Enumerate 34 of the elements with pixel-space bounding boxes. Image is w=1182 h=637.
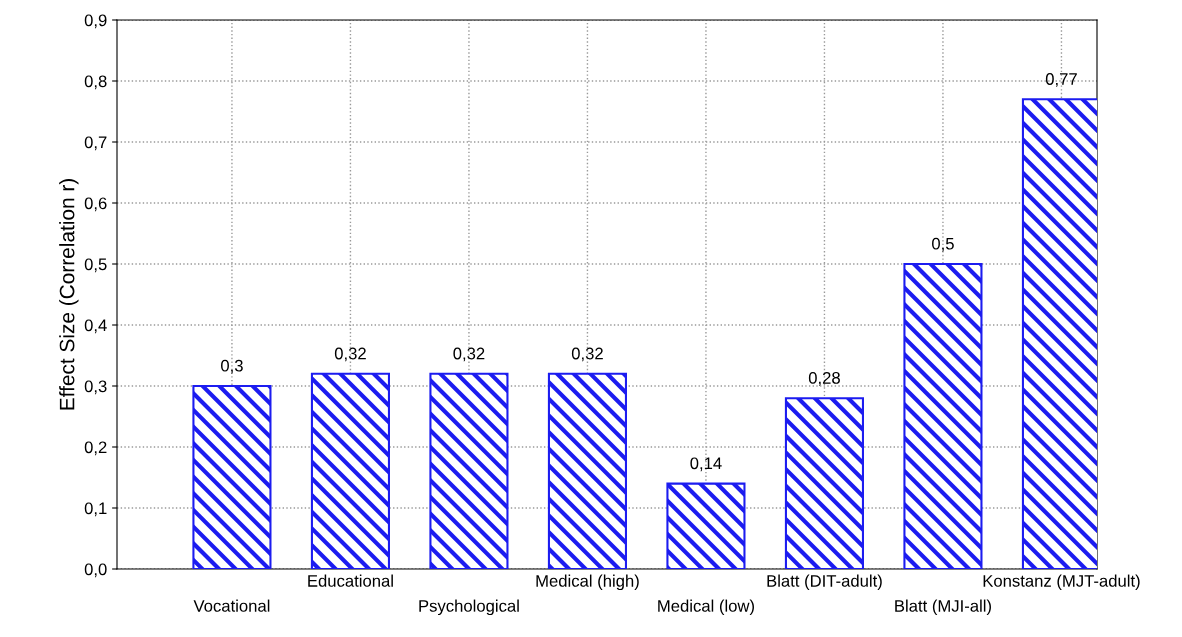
y-tick-label: 0,5: [84, 258, 107, 273]
data-label: 0,77: [1045, 73, 1077, 87]
bar: [666, 482, 746, 569]
data-label: 0,14: [690, 457, 722, 472]
bar: [903, 262, 983, 569]
y-tick-label: 0,6: [84, 197, 107, 212]
y-tick-label: 0,7: [84, 136, 107, 151]
y-tick-label: 0,2: [84, 441, 107, 456]
x-tick-label: Vocational: [193, 599, 270, 612]
y-tick-label: 0,9: [84, 14, 107, 29]
data-label: 0,32: [453, 347, 485, 362]
y-tick-label: 0,0: [84, 563, 107, 578]
y-tick-label: 0,4: [84, 319, 107, 334]
bar: [784, 397, 864, 569]
x-tick-label: Psychological: [419, 599, 519, 616]
bar: [192, 384, 272, 569]
data-label: 0,32: [571, 347, 603, 362]
x-tick-label: Blatt (DIT-adult): [767, 574, 882, 591]
data-label: 0,3: [221, 359, 243, 374]
y-axis-title: Effect Size (Correlation r): [59, 179, 79, 410]
x-tick-label: Medical (low): [658, 599, 754, 616]
y-tick-label: 0,8: [84, 75, 107, 90]
data-label: 0,5: [932, 237, 954, 252]
bar: [310, 372, 390, 569]
bar: [429, 372, 509, 569]
data-label: 0,32: [334, 347, 366, 362]
y-tick-label: 0,1: [84, 502, 107, 517]
y-tick-label: 0,3: [84, 380, 107, 395]
x-tick-label: Blatt (MJI-all): [895, 599, 991, 616]
data-label: 0,28: [808, 371, 840, 386]
x-tick-label: Educational: [308, 574, 393, 587]
bar: [547, 372, 627, 569]
x-tick-label: Konstanz (MJT-adult): [983, 574, 1140, 591]
x-tick-label: Medical (high): [536, 574, 639, 591]
